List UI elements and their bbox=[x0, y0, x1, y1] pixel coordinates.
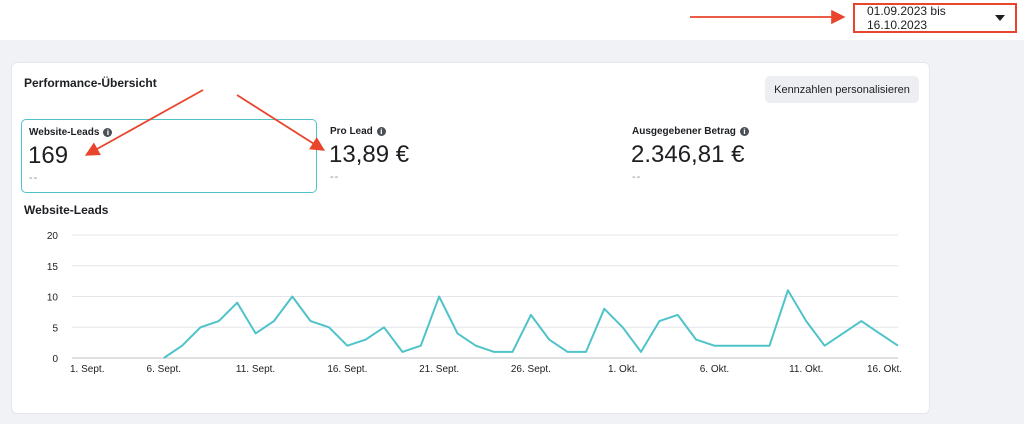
data-point bbox=[511, 351, 513, 353]
series-line-website-leads bbox=[163, 289, 899, 359]
data-point bbox=[713, 345, 715, 347]
data-point bbox=[420, 345, 422, 347]
data-point bbox=[823, 345, 825, 347]
data-point bbox=[456, 332, 458, 334]
data-point bbox=[401, 351, 403, 353]
info-icon[interactable]: i bbox=[376, 127, 386, 136]
data-point bbox=[273, 320, 275, 322]
x-tick-label: 16. Okt. bbox=[867, 364, 902, 375]
metric-amount-spent[interactable]: Ausgegebener Betrag i 2.346,81 € -- bbox=[625, 119, 915, 193]
x-tick-label: 1. Okt. bbox=[608, 364, 637, 375]
y-tick-label: 0 bbox=[52, 354, 58, 365]
x-tick-label: 21. Sept. bbox=[419, 364, 459, 375]
metric-label-text: Website-Leads bbox=[29, 127, 100, 138]
date-range-label: 01.09.2023 bis 16.10.2023 bbox=[867, 4, 946, 32]
x-tick-label: 6. Sept. bbox=[147, 364, 181, 375]
x-tick-label: 11. Sept. bbox=[236, 364, 275, 375]
data-point bbox=[475, 345, 477, 347]
data-point bbox=[585, 351, 587, 353]
y-tick-label: 10 bbox=[47, 293, 59, 304]
data-point bbox=[199, 326, 201, 328]
data-point bbox=[603, 308, 605, 310]
data-point bbox=[218, 320, 220, 322]
data-point bbox=[695, 338, 697, 340]
website-leads-chart: 0 5 10 15 20 1. Sept. 6. Sept. 11. Sept. 16. Sep… bbox=[47, 231, 902, 375]
data-point bbox=[787, 289, 789, 291]
x-tick-label: 11. Okt. bbox=[789, 364, 823, 375]
caret-down-icon bbox=[995, 15, 1005, 21]
personalize-metrics-button[interactable]: Kennzahlen personalisieren bbox=[765, 76, 919, 103]
data-point bbox=[566, 351, 568, 353]
data-point bbox=[640, 351, 642, 353]
metric-label: Pro Lead i bbox=[330, 126, 386, 137]
y-tick-label: 20 bbox=[47, 231, 59, 242]
metric-comparison: -- bbox=[632, 171, 642, 183]
data-point bbox=[878, 332, 880, 334]
metric-label-text: Ausgegebener Betrag bbox=[632, 126, 736, 137]
metric-comparison: -- bbox=[330, 171, 340, 183]
metric-value: 2.346,81 € bbox=[631, 141, 745, 168]
x-tick-label: 16. Sept. bbox=[327, 364, 367, 375]
date-range-picker[interactable]: 01.09.2023 bis 16.10.2023 bbox=[853, 3, 1017, 33]
data-point bbox=[860, 320, 862, 322]
x-tick-label: 1. Sept. bbox=[70, 364, 104, 375]
metric-label: Ausgegebener Betrag i bbox=[632, 126, 749, 137]
performance-overview-card: Performance-Übersicht Kennzahlen persona… bbox=[11, 62, 930, 414]
metric-comparison: -- bbox=[29, 172, 39, 184]
x-tick-label: 6. Okt. bbox=[700, 364, 729, 375]
data-point bbox=[530, 314, 532, 316]
y-tick-label: 15 bbox=[47, 262, 59, 273]
data-point bbox=[236, 301, 238, 303]
info-icon[interactable]: i bbox=[739, 127, 749, 136]
data-point bbox=[768, 345, 770, 347]
card-title: Performance-Übersicht bbox=[24, 76, 157, 90]
data-point bbox=[750, 345, 752, 347]
data-point bbox=[291, 295, 293, 297]
data-point bbox=[163, 357, 165, 359]
data-point bbox=[328, 326, 330, 328]
chart-title: Website-Leads bbox=[24, 203, 109, 217]
data-point bbox=[181, 345, 183, 347]
y-tick-label: 5 bbox=[52, 323, 58, 334]
data-point bbox=[658, 320, 660, 322]
data-point bbox=[438, 295, 440, 297]
data-point bbox=[383, 326, 385, 328]
data-point bbox=[346, 345, 348, 347]
data-point bbox=[364, 338, 366, 340]
data-point bbox=[897, 345, 899, 347]
data-point bbox=[805, 320, 807, 322]
data-point bbox=[548, 338, 550, 340]
data-point bbox=[621, 326, 623, 328]
data-point bbox=[254, 332, 256, 334]
data-point bbox=[732, 345, 734, 347]
data-point bbox=[677, 314, 679, 316]
metric-value: 169 bbox=[28, 142, 69, 169]
x-tick-label: 26. Sept. bbox=[511, 364, 551, 375]
metric-cost-per-lead[interactable]: Pro Lead i 13,89 € -- bbox=[323, 119, 613, 193]
data-point bbox=[842, 332, 844, 334]
data-point bbox=[493, 351, 495, 353]
top-bar: 01.09.2023 bis 16.10.2023 bbox=[0, 0, 1024, 40]
data-point bbox=[309, 320, 311, 322]
metric-label-text: Pro Lead bbox=[330, 126, 373, 137]
metric-value: 13,89 € bbox=[329, 141, 410, 168]
